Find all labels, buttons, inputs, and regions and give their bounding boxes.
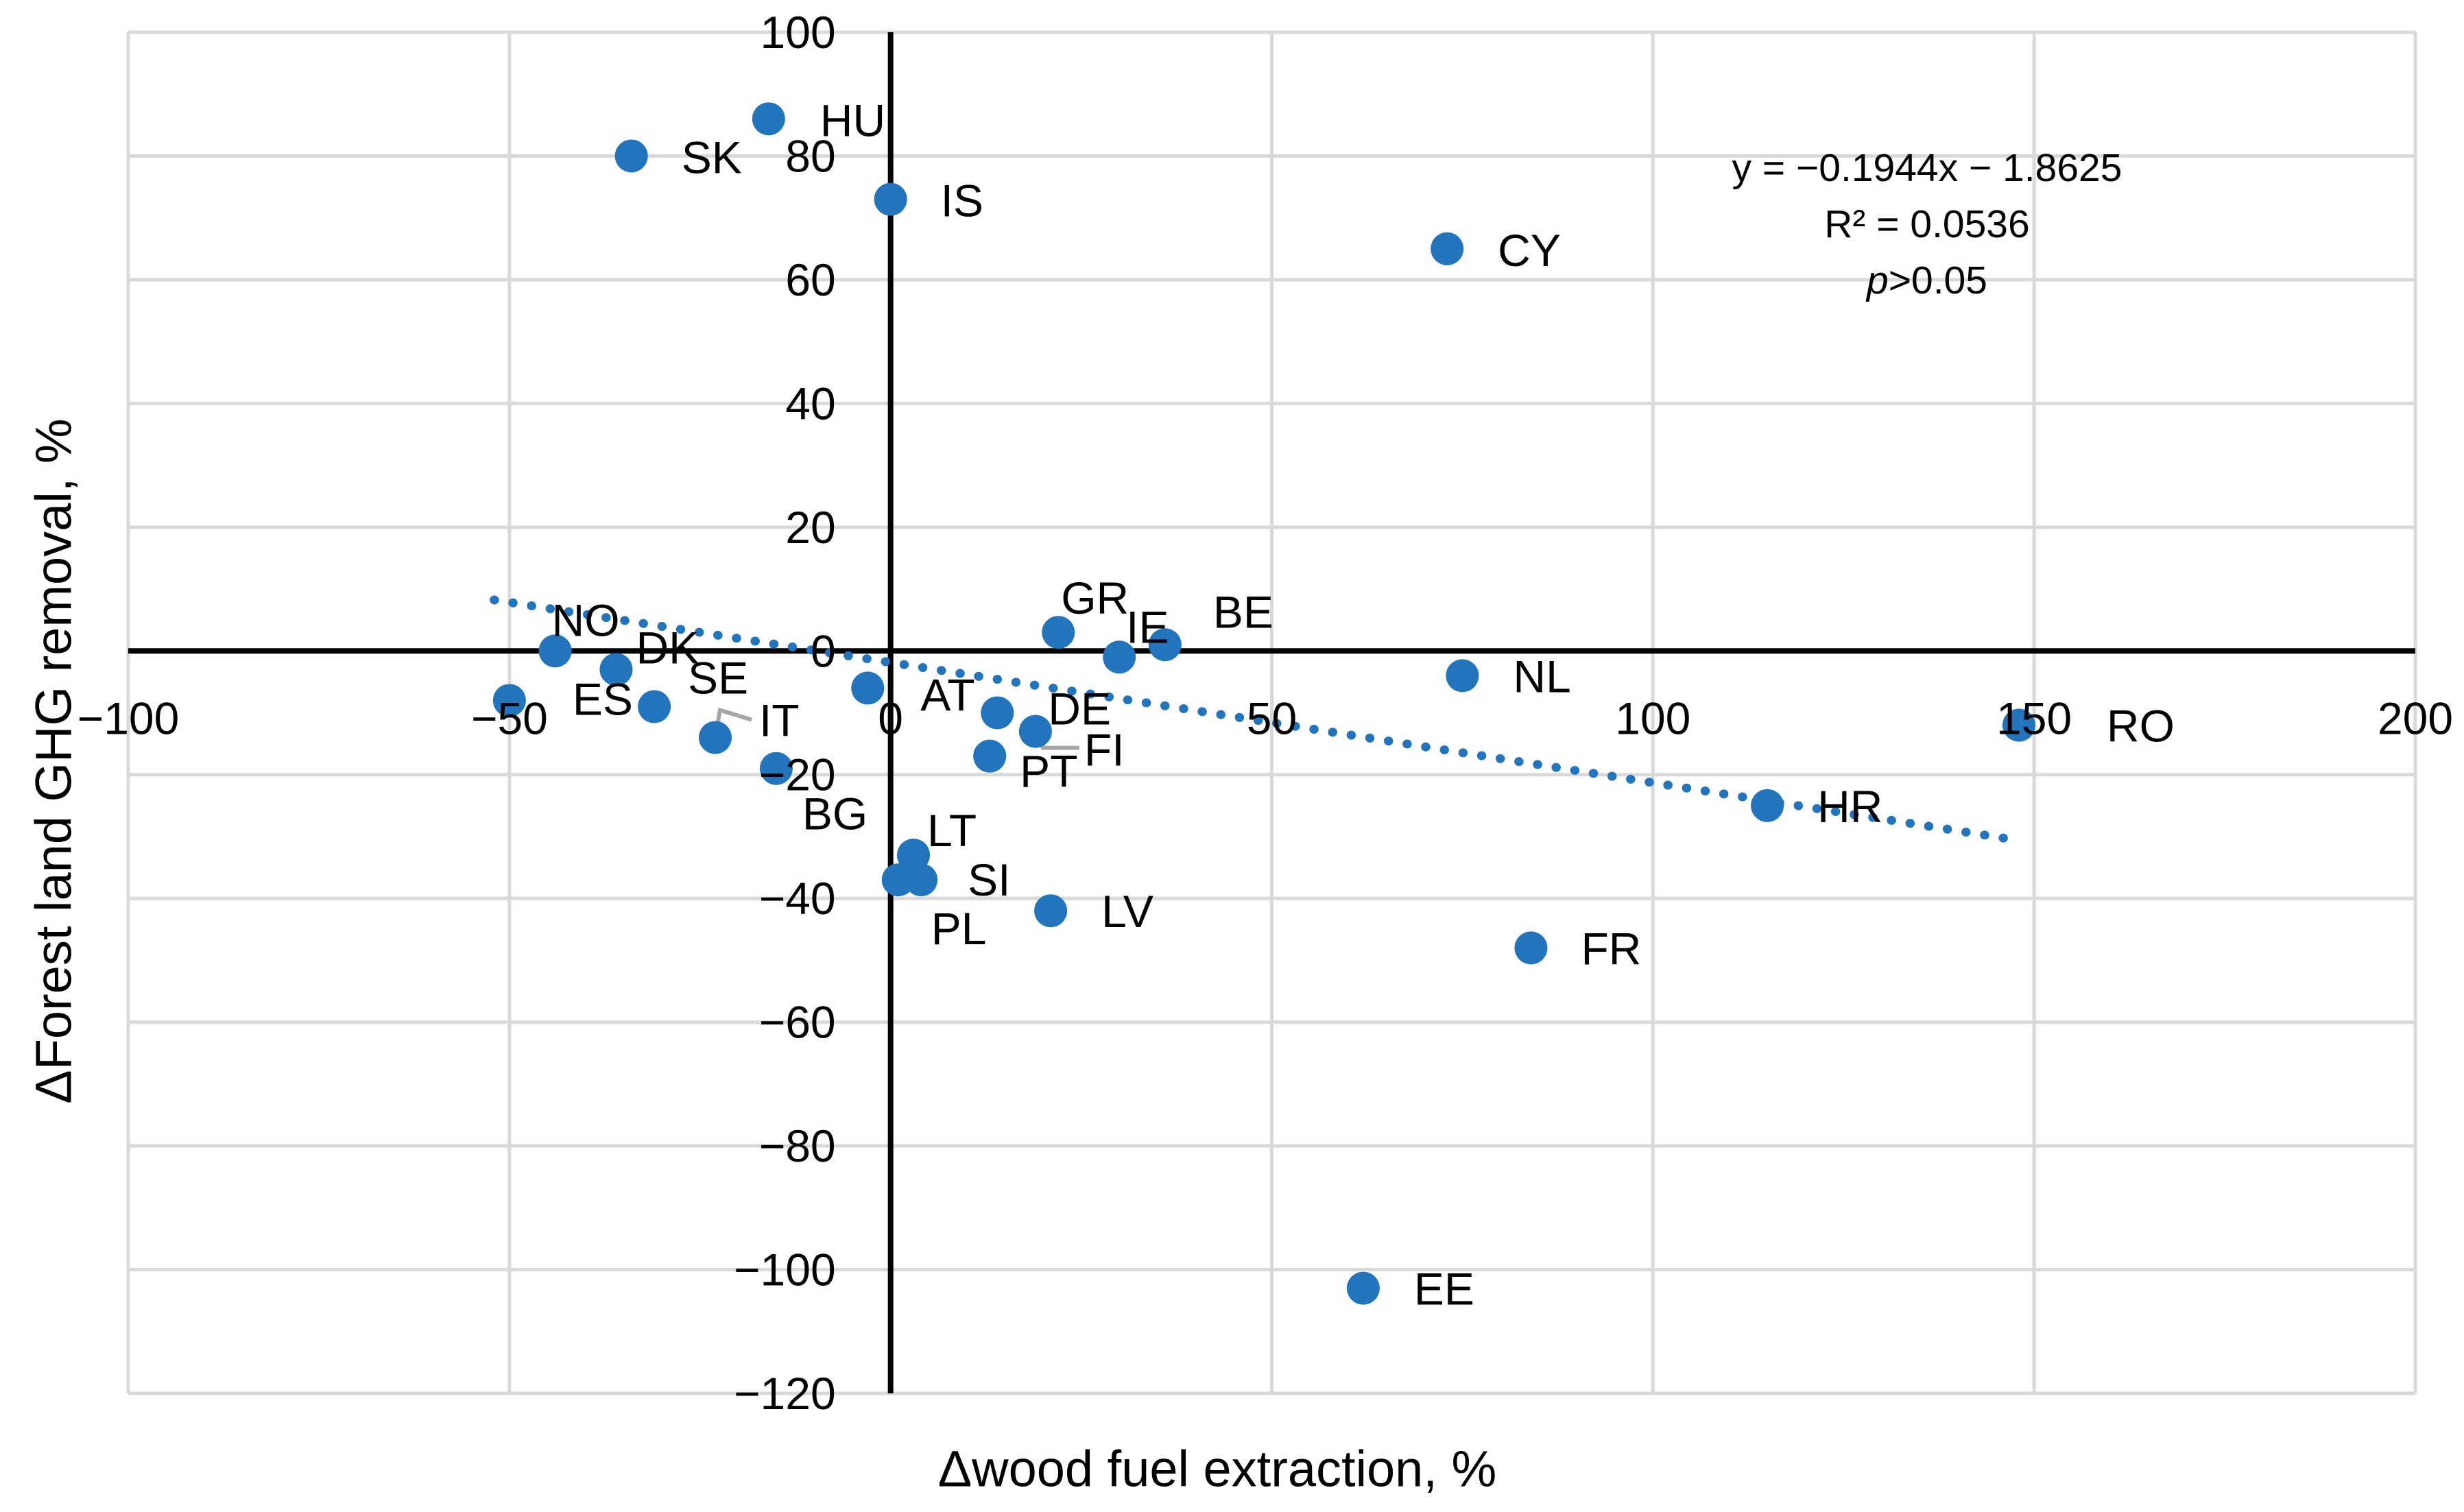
point-label-NO: NO <box>552 595 620 645</box>
point-AT <box>851 671 885 705</box>
point-label-GR: GR <box>1061 573 1129 623</box>
point-FR <box>1514 931 1548 965</box>
y-tick-100: 100 <box>761 7 836 58</box>
y-tick-−20: −20 <box>759 749 836 800</box>
point-label-IS: IS <box>941 176 983 226</box>
r-squared-value: R² = 0.0536 <box>1824 202 2029 246</box>
point-IE <box>1103 640 1136 674</box>
y-axis-title: ΔForest land GHG removal, % <box>25 418 82 1103</box>
gridlines <box>126 30 2417 1395</box>
point-HU <box>752 102 785 136</box>
y-tick-40: 40 <box>785 378 835 429</box>
point-label-PT: PT <box>1020 746 1077 797</box>
point-DE <box>981 696 1014 730</box>
point-label-AT: AT <box>920 669 974 720</box>
point-FI <box>1018 715 1052 748</box>
point-DK <box>599 653 633 686</box>
point-CY <box>1431 232 1464 265</box>
point-label-SI: SI <box>968 854 1010 905</box>
point-SE <box>638 690 671 723</box>
point-BE <box>1148 628 1182 662</box>
point-label-CY: CY <box>1498 225 1561 276</box>
point-label-SK: SK <box>682 132 742 182</box>
y-tick-−40: −40 <box>759 873 836 924</box>
point-label-RO: RO <box>2107 701 2175 752</box>
point-IT <box>698 721 732 754</box>
y-tick-20: 20 <box>785 502 835 553</box>
point-LV <box>1034 894 1068 928</box>
point-label-BE: BE <box>1213 586 1273 637</box>
point-label-HU: HU <box>820 95 885 145</box>
point-IS <box>874 182 907 216</box>
point-label-SE: SE <box>688 652 748 703</box>
x-tick-−50: −50 <box>471 693 548 743</box>
point-label-LT: LT <box>927 805 977 856</box>
point-label-BG: BG <box>802 789 868 839</box>
x-axis-title: Δwood fuel extraction, % <box>938 1441 1497 1498</box>
point-BG <box>759 752 793 785</box>
p-value: p>0.05 <box>1865 259 1987 302</box>
y-tick-−100: −100 <box>734 1245 836 1295</box>
x-tick-50: 50 <box>1247 693 1297 743</box>
point-NO <box>538 634 572 668</box>
regression-annotation: y = −0.1944x − 1.8625 R² = 0.0536 p>0.05 <box>1732 146 2122 302</box>
point-label-PL: PL <box>931 903 987 954</box>
y-tick-80: 80 <box>785 130 835 181</box>
point-label-HR: HR <box>1817 781 1882 832</box>
point-LT <box>897 839 931 872</box>
point-GR <box>1042 616 1075 649</box>
trendline-equation: y = −0.1944x − 1.8625 <box>1732 146 2122 190</box>
y-tick-−80: −80 <box>759 1120 836 1171</box>
point-label-IT: IT <box>759 695 800 746</box>
data-points <box>492 102 2035 1305</box>
point-ES <box>492 684 526 717</box>
y-tick-60: 60 <box>785 254 835 305</box>
point-SK <box>614 139 648 173</box>
point-label-FI: FI <box>1084 725 1125 776</box>
point-label-FR: FR <box>1581 923 1641 974</box>
point-label-DK: DK <box>636 622 699 673</box>
y-tick-−60: −60 <box>759 997 836 1048</box>
point-RO <box>2002 708 2035 742</box>
y-tick-0: 0 <box>811 625 836 676</box>
x-tick-−100: −100 <box>77 693 180 743</box>
point-label-DE: DE <box>1048 684 1111 734</box>
x-tick-200: 200 <box>2378 693 2453 743</box>
point-HR <box>1751 789 1784 822</box>
point-label-NL: NL <box>1513 651 1570 701</box>
point-label-EE: EE <box>1414 1264 1474 1315</box>
axis-lines <box>128 32 2415 1393</box>
point-PL <box>881 863 915 897</box>
point-label-ES: ES <box>573 673 633 724</box>
point-label-LV: LV <box>1101 886 1153 937</box>
tick-labels: −100 −50 0 50 100 150 200100806040200−20−40−60… <box>77 7 2453 1419</box>
point-EE <box>1346 1271 1380 1305</box>
x-tick-100: 100 <box>1615 693 1690 743</box>
x-tick-0: 0 <box>878 693 903 743</box>
point-label-IE: IE <box>1126 601 1169 652</box>
y-tick-−120: −120 <box>734 1368 836 1419</box>
point-PT <box>973 739 1007 773</box>
x-tick-150: 150 <box>1996 693 2072 743</box>
point-SI <box>905 863 938 897</box>
point-NL <box>1446 659 1479 693</box>
